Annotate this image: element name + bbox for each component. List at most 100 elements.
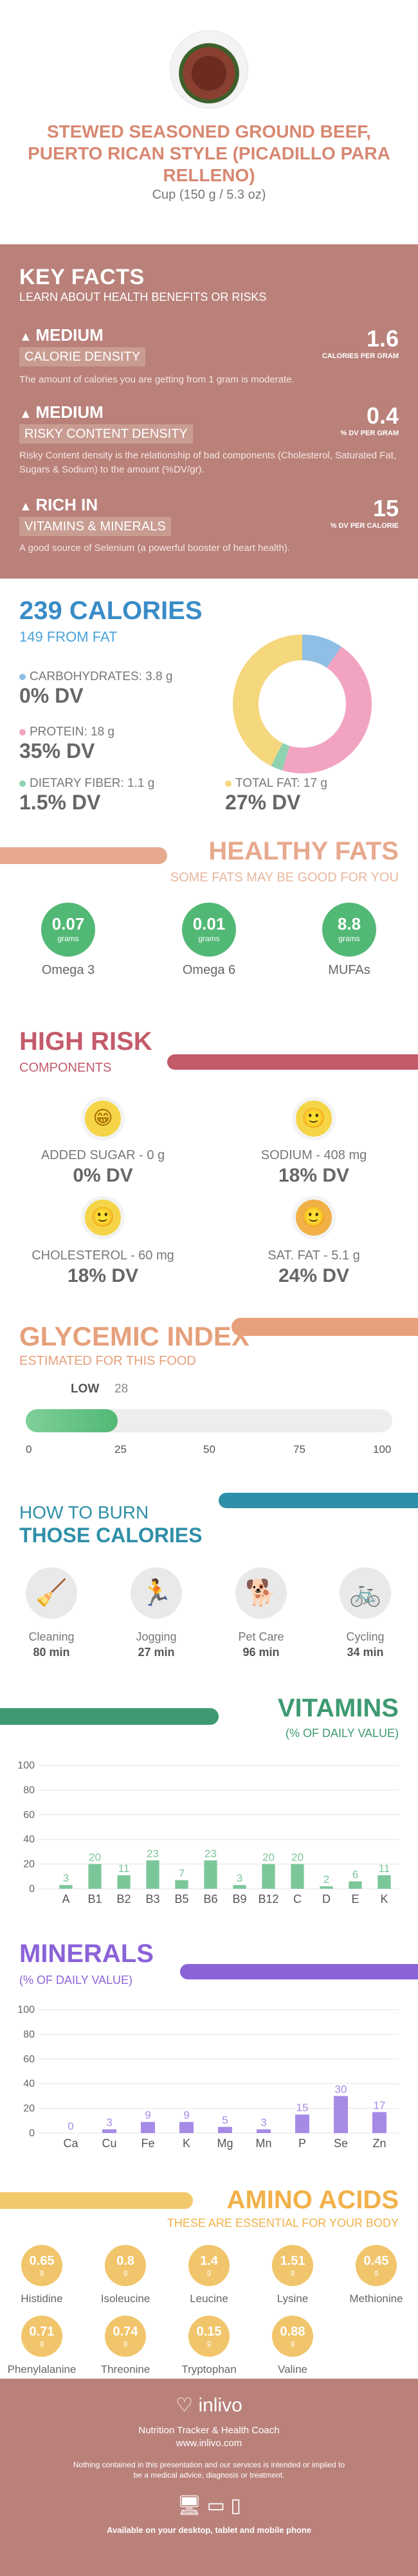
vitamin-category-label-b2: B2 bbox=[116, 1893, 131, 1905]
histidine-value: 0.65 bbox=[29, 2254, 55, 2268]
minerals-subtitle: (% OF DAILY VALUE) bbox=[19, 1974, 133, 1986]
total-fat-label: TOTAL FAT: 17 g bbox=[235, 777, 327, 790]
vitamin-ytick-label: 40 bbox=[23, 1834, 35, 1845]
footer-url[interactable]: www.inlivo.com bbox=[176, 2438, 242, 2449]
vitamin-bar-b2 bbox=[117, 1875, 131, 1889]
phenylalanine-name: Phenylalanine bbox=[7, 2363, 77, 2375]
omega3-value: 0.07 bbox=[51, 914, 85, 933]
carbohydrates-dot bbox=[19, 673, 26, 680]
risky-density-value: 0.4 bbox=[366, 402, 399, 429]
fiber-dv: 1.5% DV bbox=[19, 791, 101, 814]
mineral-bar-mg bbox=[218, 2127, 232, 2133]
vitamin-bar-c bbox=[291, 1864, 304, 1889]
jogging-name: Jogging bbox=[136, 1630, 177, 1643]
mineral-bar-mn bbox=[257, 2129, 271, 2133]
footer-brand: inlivo bbox=[198, 2395, 242, 2416]
leucine-value: 1.4 bbox=[200, 2254, 218, 2268]
leucine-name: Leucine bbox=[190, 2292, 228, 2305]
vitamins-chart-svg: 0 20 40 60 80 100 3 A 20 B1 11 B2 23 B3 7 B5 23 B6 3 B9 20 B1… bbox=[17, 1760, 399, 1905]
added-sugar-dv: 0% DV bbox=[73, 1165, 133, 1186]
vitamins-band bbox=[0, 1708, 219, 1725]
lysine-name: Lysine bbox=[277, 2292, 309, 2305]
vitamin-category-label-d: D bbox=[322, 1893, 331, 1905]
vitamins-minerals-value: 15 bbox=[372, 495, 399, 521]
risky-density-desc: Risky Content density is the relationshi… bbox=[19, 450, 397, 475]
protein-dot bbox=[19, 728, 26, 735]
mineral-value-label-fe: 9 bbox=[145, 2109, 150, 2121]
cholesterol-label: CHOLESTEROL - 60 mg bbox=[32, 1248, 174, 1263]
phenylalanine-unit: g bbox=[39, 2339, 44, 2347]
vitamin-category-label-b1: B1 bbox=[87, 1893, 102, 1905]
healthy-fats-title: HEALTHY FATS bbox=[208, 837, 399, 865]
glycemic-title: GLYCEMIC INDEX bbox=[19, 1321, 250, 1351]
mineral-category-label-p: P bbox=[298, 2137, 306, 2150]
vitamins-minerals-desc: A good source of Selenium (a powerful bo… bbox=[19, 543, 291, 554]
vitamin-ytick-label: 0 bbox=[29, 1884, 35, 1895]
amino-acids-title: AMINO ACIDS bbox=[226, 2186, 399, 2214]
mineral-value-label-ca: 0 bbox=[68, 2120, 73, 2132]
vitamin-bar-b1 bbox=[88, 1864, 102, 1889]
mineral-ytick-label: 40 bbox=[23, 2078, 35, 2089]
glycemic-subtitle: ESTIMATED FOR THIS FOOD bbox=[19, 1354, 196, 1368]
pet-care-name: Pet Care bbox=[238, 1630, 284, 1643]
cleaning-name: Cleaning bbox=[28, 1630, 75, 1643]
footer-tagline: Nutrition Tracker & Health Coach bbox=[138, 2425, 280, 2436]
calorie-density-level: MEDIUM bbox=[19, 325, 103, 345]
cleaning-icon: 🧹 bbox=[26, 1567, 77, 1619]
protein-dv: 35% DV bbox=[19, 739, 95, 762]
leucine-unit: g bbox=[206, 2269, 212, 2276]
methionine-value: 0.45 bbox=[363, 2254, 389, 2268]
lysine-circle: 1.51 g bbox=[272, 2245, 313, 2286]
valine-name: Valine bbox=[278, 2363, 307, 2375]
mineral-ytick-label: 80 bbox=[23, 2029, 35, 2040]
threonine-value: 0.74 bbox=[113, 2325, 138, 2339]
tryptophan-unit: g bbox=[206, 2339, 212, 2347]
omega3-name: Omega 3 bbox=[41, 963, 95, 977]
omega3-unit: grams bbox=[57, 934, 79, 943]
mineral-category-label-k: K bbox=[183, 2137, 190, 2150]
mineral-ytick-label: 0 bbox=[29, 2128, 35, 2139]
cycling-icon: 🚲 bbox=[340, 1567, 391, 1619]
donut-slice-total-fat bbox=[233, 635, 372, 773]
omega6-value: 0.01 bbox=[192, 914, 226, 933]
macro-donut-chart bbox=[233, 635, 372, 773]
vitamin-value-label-b2: 11 bbox=[118, 1862, 130, 1875]
calories-from-fat: 149 FROM FAT bbox=[19, 629, 118, 645]
high-risk-band bbox=[167, 1054, 418, 1070]
vitamin-category-label-c: C bbox=[293, 1893, 302, 1905]
vitamin-value-label-b9: 3 bbox=[237, 1872, 242, 1884]
total-fat-dv: 27% DV bbox=[225, 791, 301, 814]
vitamin-bar-b3 bbox=[146, 1860, 159, 1889]
mineral-value-label-zn: 17 bbox=[374, 2099, 386, 2111]
calorie-density-label: CALORIE DENSITY bbox=[19, 347, 146, 366]
valine-unit: g bbox=[290, 2339, 295, 2347]
vitamin-value-label-k: 11 bbox=[379, 1862, 390, 1875]
threonine-unit: g bbox=[123, 2339, 128, 2347]
key-facts-section: KEY FACTS LEARN ABOUT HEALTH BENEFITS OR… bbox=[0, 244, 418, 579]
pet-care-time: 96 min bbox=[242, 1646, 280, 1659]
vitamin-bar-b12 bbox=[262, 1864, 275, 1889]
phenylalanine-circle: 0.71 g bbox=[21, 2316, 62, 2357]
vitamin-value-label-b1: 20 bbox=[89, 1851, 101, 1864]
glycemic-tick-0: 0 bbox=[26, 1443, 32, 1455]
mufas-value: 8.8 bbox=[337, 914, 361, 933]
isoleucine-value: 0.8 bbox=[116, 2254, 134, 2268]
threonine-circle: 0.74 g bbox=[105, 2316, 146, 2357]
vitamin-value-label-e: 6 bbox=[352, 1868, 358, 1880]
mufas-name: MUFAs bbox=[328, 963, 370, 977]
isoleucine-name: Isoleucine bbox=[100, 2292, 150, 2305]
jogging-time: 27 min bbox=[138, 1646, 175, 1659]
risky-density-level: MEDIUM bbox=[19, 402, 103, 422]
glycemic-tick-25: 25 bbox=[114, 1443, 127, 1455]
mineral-bar-cu bbox=[102, 2129, 116, 2133]
mineral-category-label-mn: Mn bbox=[255, 2137, 271, 2150]
cleaning-time: 80 min bbox=[33, 1646, 70, 1659]
mineral-ytick-label: 20 bbox=[23, 2103, 35, 2114]
phenylalanine-value: 0.71 bbox=[29, 2325, 55, 2339]
mineral-category-label-ca: Ca bbox=[63, 2137, 78, 2150]
vitamin-bar-d bbox=[320, 1886, 333, 1889]
glycemic-tick-100: 100 bbox=[373, 1443, 392, 1455]
total-fat-dot bbox=[225, 780, 232, 787]
food-photo bbox=[170, 31, 248, 108]
risky-density-unit: % DV PER GRAM bbox=[340, 429, 399, 437]
